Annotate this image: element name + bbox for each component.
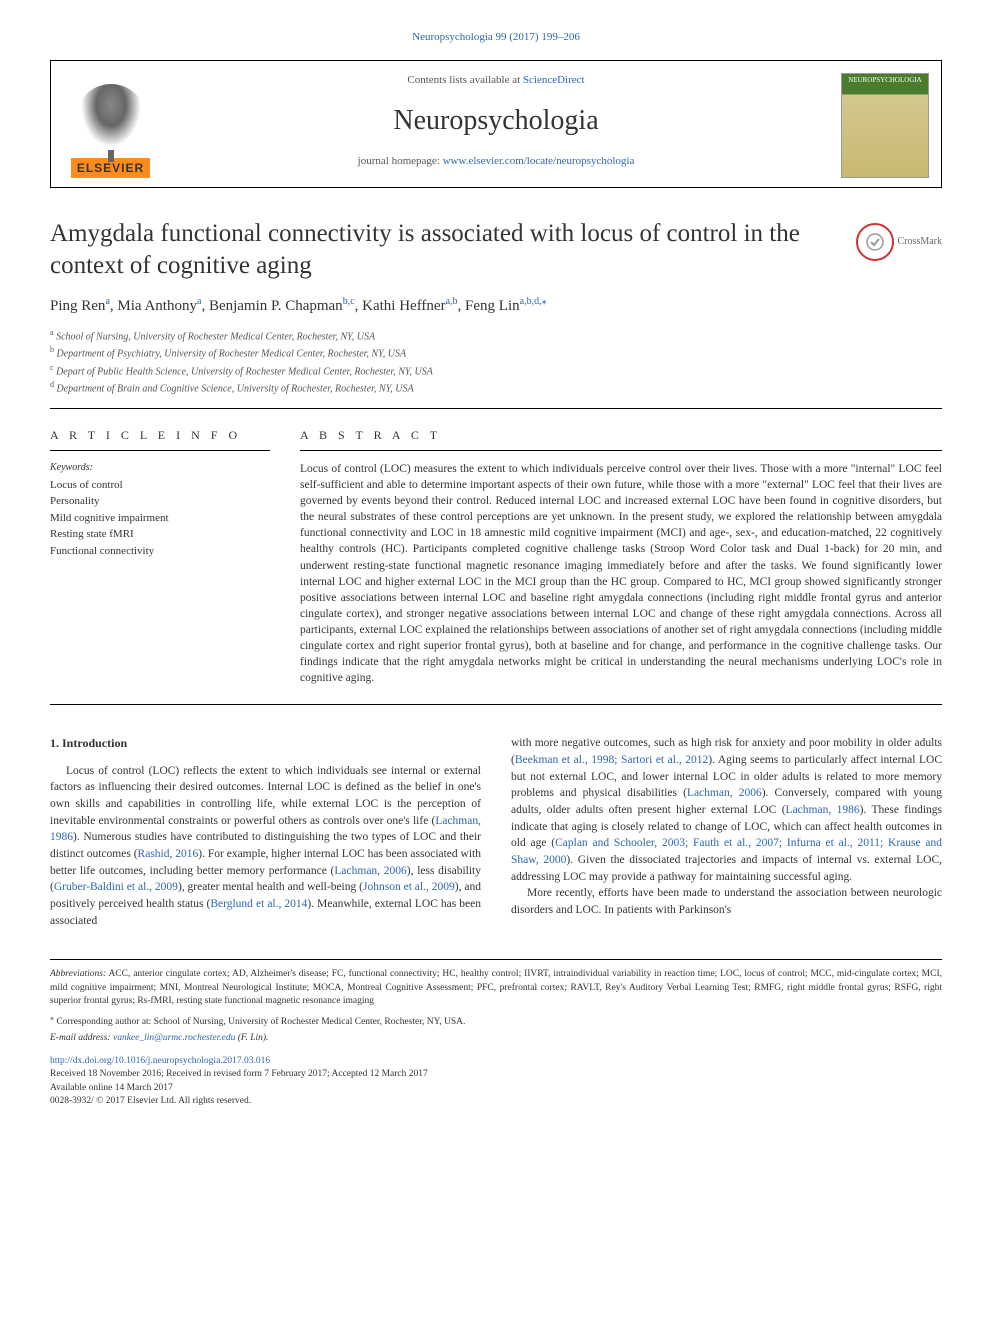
keyword: Mild cognitive impairment	[50, 510, 270, 527]
affil-link[interactable]: a	[520, 296, 524, 307]
crossmark-label: CrossMark	[898, 235, 942, 249]
divider	[50, 408, 942, 409]
email-link[interactable]: vankee_lin@urmc.rochester.edu	[113, 1033, 235, 1043]
citation-link[interactable]: Lachman, 2006	[334, 865, 406, 877]
journal-cover-thumbnail: NEUROPSYCHOLOGIA	[841, 73, 929, 178]
email-line: E-mail address: vankee_lin@urmc.rocheste…	[50, 1032, 942, 1045]
affiliations: a School of Nursing, University of Roche…	[50, 327, 942, 396]
keywords-label: Keywords:	[50, 461, 270, 475]
article-header: CrossMark Amygdala functional connectivi…	[50, 218, 942, 396]
body-paragraph: Locus of control (LOC) reflects the exte…	[50, 763, 481, 930]
col-left: 1. Introduction Locus of control (LOC) r…	[50, 735, 481, 929]
crossmark-check-icon	[865, 232, 885, 252]
affil-link[interactable]: c	[350, 296, 354, 307]
divider	[50, 704, 942, 705]
keyword: Functional connectivity	[50, 543, 270, 560]
author: Ping Ren	[50, 298, 105, 314]
affil-link[interactable]: a	[197, 296, 201, 307]
affil-link[interactable]: b	[527, 296, 532, 307]
abbrev-label: Abbreviations:	[50, 969, 106, 979]
affiliation-row: c Depart of Public Health Science, Unive…	[50, 362, 942, 379]
citation-link[interactable]: Lachman, 1986	[786, 804, 860, 816]
affiliation-row: d Department of Brain and Cognitive Scie…	[50, 379, 942, 396]
citation-link[interactable]: Lachman, 2006	[687, 787, 762, 799]
abbreviations: Abbreviations: ACC, anterior cingulate c…	[50, 968, 942, 1008]
doi-link[interactable]: http://dx.doi.org/10.1016/j.neuropsychol…	[50, 1056, 270, 1066]
affil-link[interactable]: a	[105, 296, 109, 307]
contents-prefix: Contents lists available at	[407, 74, 522, 86]
top-citation-link[interactable]: Neuropsychologia 99 (2017) 199–206	[50, 30, 942, 45]
citation-link[interactable]: Beekman et al., 1998; Sartori et al., 20…	[515, 754, 708, 766]
info-abstract-row: A R T I C L E I N F O Keywords: Locus of…	[50, 427, 942, 686]
sciencedirect-link[interactable]: ScienceDirect	[523, 74, 585, 86]
elsevier-tree-icon	[76, 84, 146, 154]
doi-block: http://dx.doi.org/10.1016/j.neuropsychol…	[50, 1055, 942, 1108]
page-root: Neuropsychologia 99 (2017) 199–206 ELSEV…	[0, 0, 992, 1148]
citation-link[interactable]: Johnson et al., 2009	[363, 881, 455, 893]
abstract-text: Locus of control (LOC) measures the exte…	[300, 461, 942, 686]
author: Benjamin P. Chapman	[209, 298, 343, 314]
abstract-heading: A B S T R A C T	[300, 427, 942, 451]
author: Mia Anthony	[117, 298, 197, 314]
citation-link[interactable]: Rashid, 2016	[138, 848, 199, 860]
citation-link[interactable]: Berglund et al., 2014	[210, 898, 307, 910]
author-list: Ping Rena, Mia Anthonya, Benjamin P. Cha…	[50, 295, 942, 317]
article-title: Amygdala functional connectivity is asso…	[50, 218, 942, 281]
crossmark-icon	[856, 223, 894, 261]
affiliation-row: a School of Nursing, University of Roche…	[50, 327, 942, 344]
available-line: Available online 14 March 2017	[50, 1082, 942, 1095]
affil-link[interactable]: d	[534, 296, 539, 307]
keywords-list: Locus of control Personality Mild cognit…	[50, 477, 270, 560]
homepage-line: journal homepage: www.elsevier.com/locat…	[176, 154, 816, 169]
journal-title: Neuropsychologia	[176, 101, 816, 140]
body-paragraph: More recently, efforts have been made to…	[511, 885, 942, 918]
keyword: Locus of control	[50, 477, 270, 494]
author: Feng Lin	[465, 298, 520, 314]
affil-link[interactable]: b	[343, 296, 348, 307]
section-heading: 1. Introduction	[50, 735, 481, 752]
citation-link[interactable]: Gruber-Baldini et al., 2009	[54, 881, 178, 893]
corresponding-author: ⁎ Corresponding author at: School of Nur…	[50, 1012, 942, 1029]
received-line: Received 18 November 2016; Received in r…	[50, 1068, 942, 1081]
crossmark-badge[interactable]: CrossMark	[856, 223, 942, 261]
body-paragraph: with more negative outcomes, such as hig…	[511, 735, 942, 885]
body-two-col: 1. Introduction Locus of control (LOC) r…	[50, 735, 942, 929]
author: Kathi Heffner	[362, 298, 445, 314]
corr-link[interactable]: ⁎	[542, 296, 547, 307]
keyword: Resting state fMRI	[50, 526, 270, 543]
affil-link[interactable]: b	[453, 296, 458, 307]
journal-header-box: ELSEVIER NEUROPSYCHOLOGIA Contents lists…	[50, 60, 942, 188]
contents-line: Contents lists available at ScienceDirec…	[176, 73, 816, 88]
homepage-prefix: journal homepage:	[358, 155, 443, 167]
homepage-link[interactable]: www.elsevier.com/locate/neuropsychologia	[443, 155, 635, 167]
article-info-heading: A R T I C L E I N F O	[50, 427, 270, 451]
copyright-line: 0028-3932/ © 2017 Elsevier Ltd. All righ…	[50, 1095, 942, 1108]
abstract-col: A B S T R A C T Locus of control (LOC) m…	[300, 427, 942, 686]
affil-link[interactable]: a	[446, 296, 450, 307]
col-right: with more negative outcomes, such as hig…	[511, 735, 942, 929]
keyword: Personality	[50, 493, 270, 510]
footnote-block: Abbreviations: ACC, anterior cingulate c…	[50, 959, 942, 1045]
affiliation-row: b Department of Psychiatry, University o…	[50, 344, 942, 361]
article-info-col: A R T I C L E I N F O Keywords: Locus of…	[50, 427, 270, 686]
elsevier-logo: ELSEVIER	[63, 73, 158, 178]
